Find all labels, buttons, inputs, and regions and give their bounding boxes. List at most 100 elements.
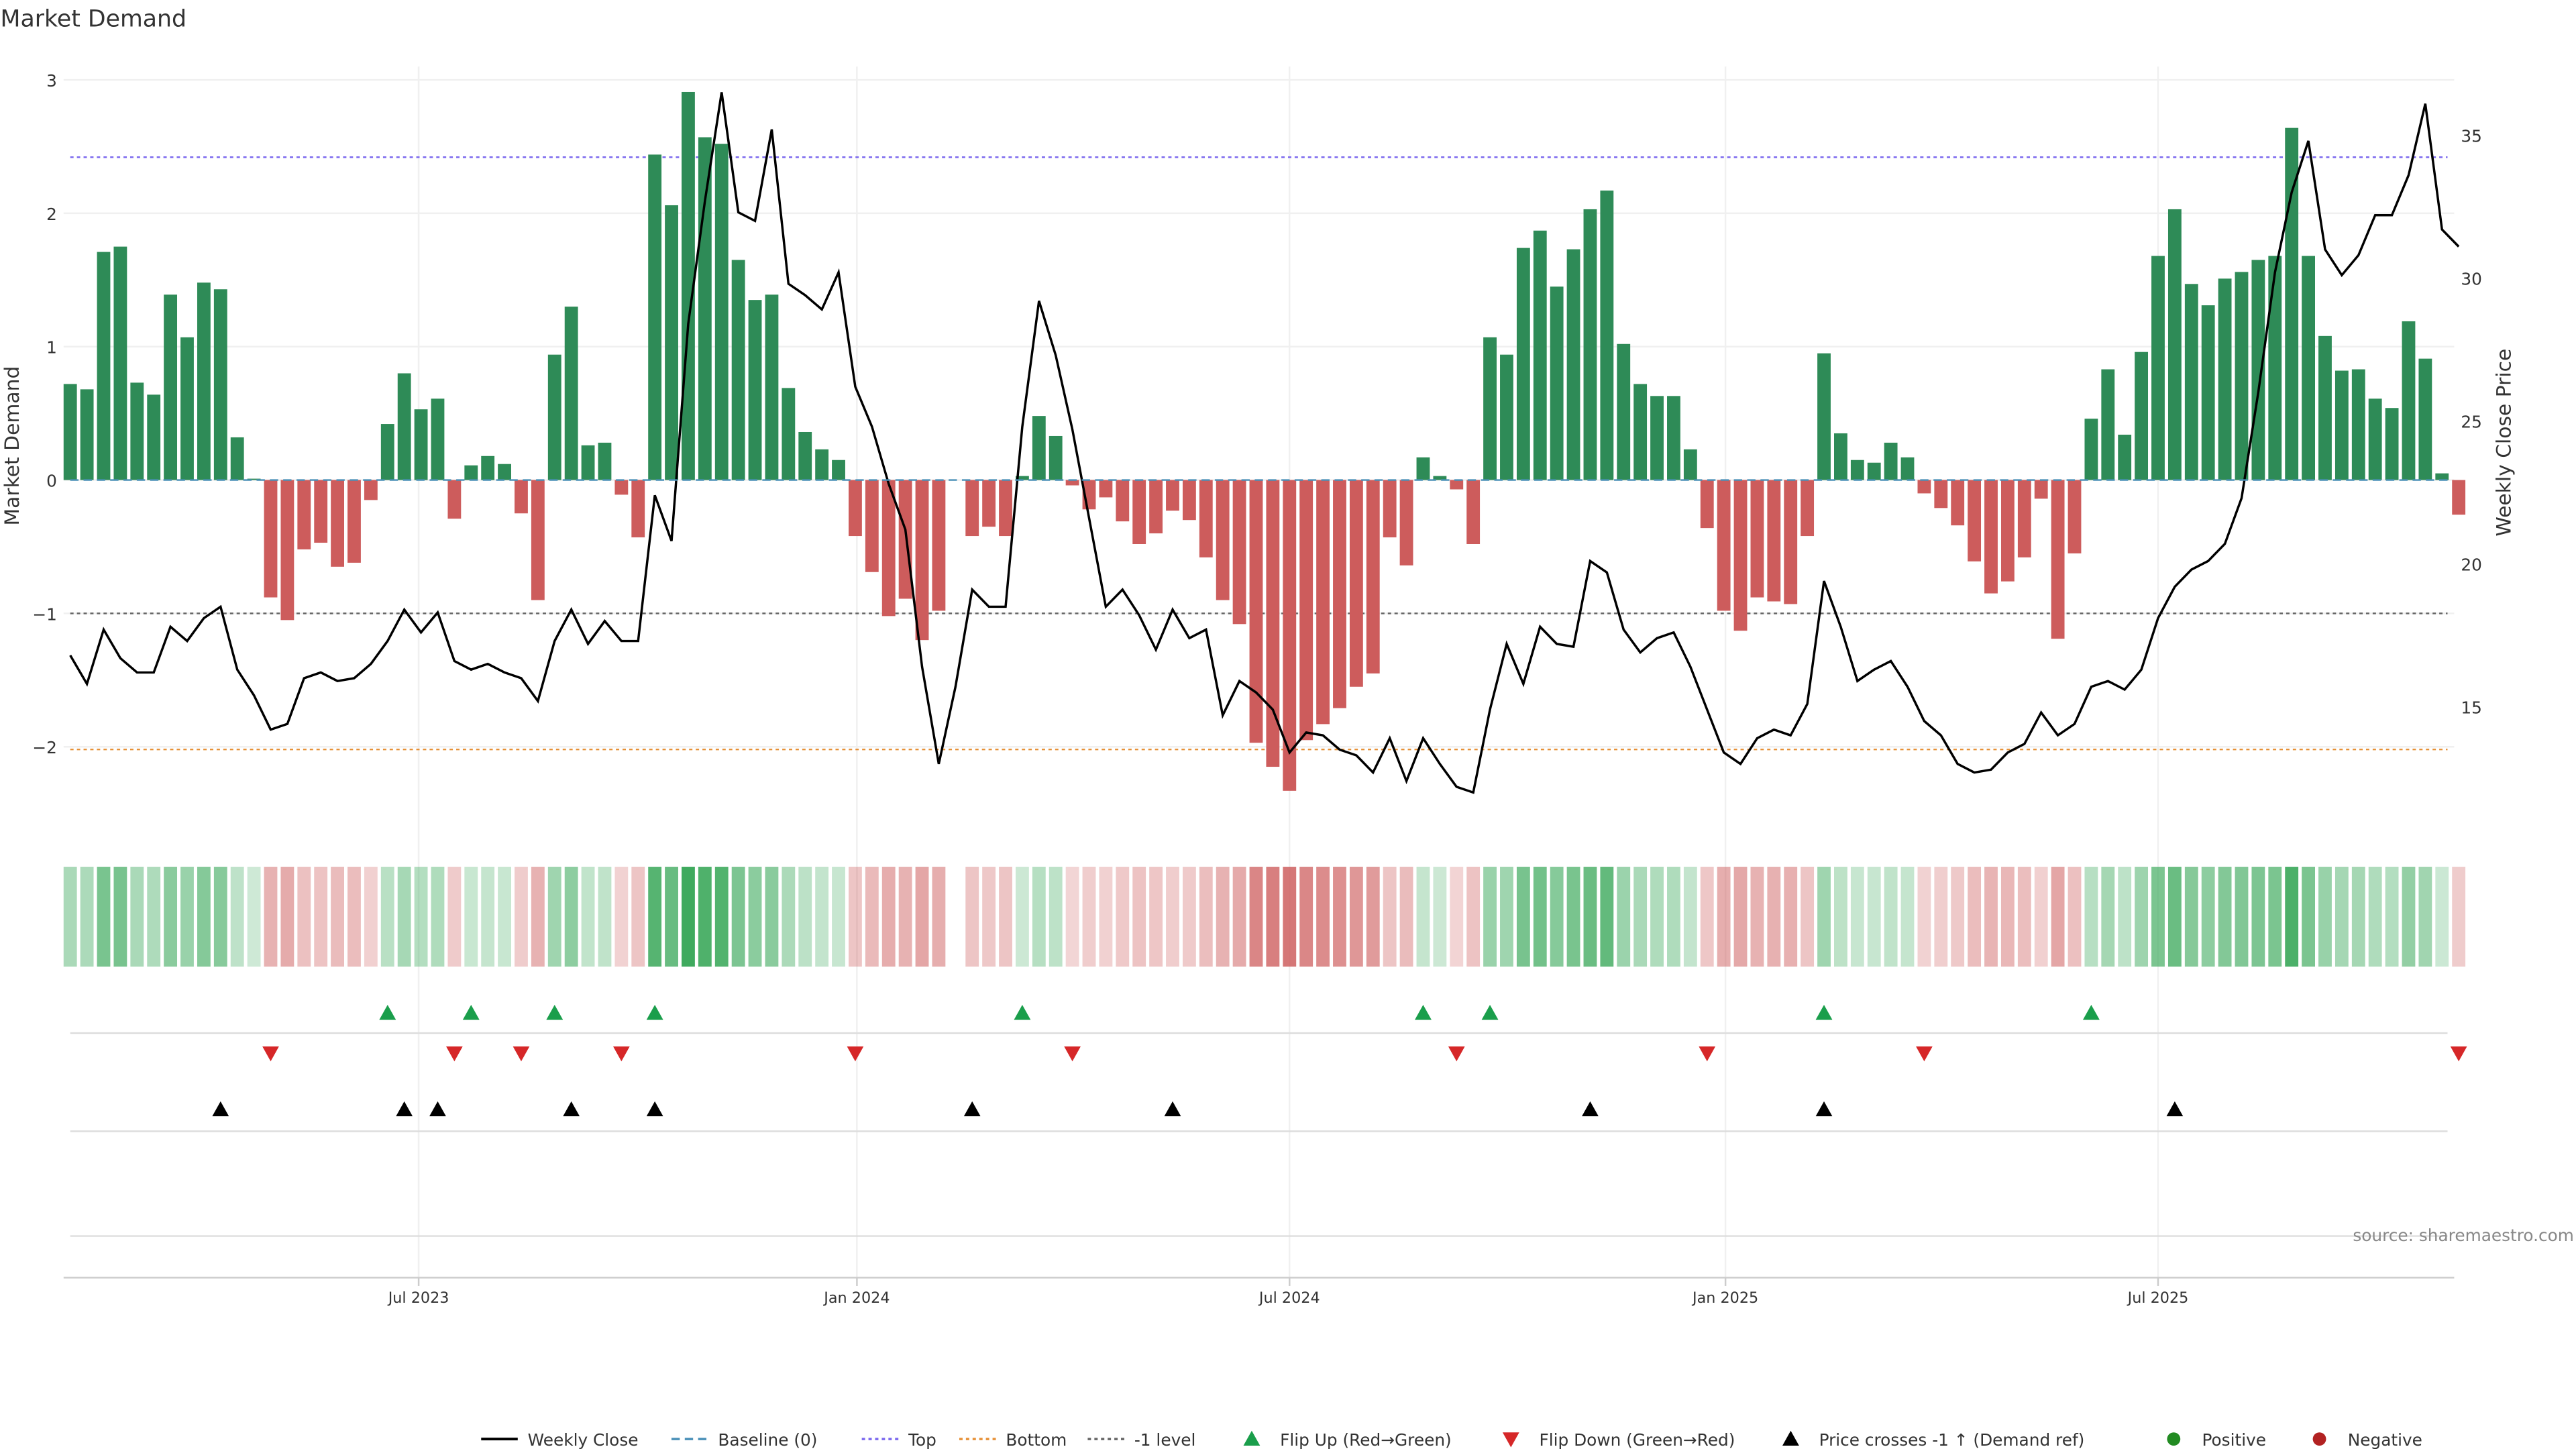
heat-cell <box>547 867 561 967</box>
heat-cell <box>1801 867 1815 967</box>
y2-tick-label: 15 <box>2461 698 2482 717</box>
demand-bar <box>1533 230 1547 480</box>
heat-cell <box>815 867 829 967</box>
demand-bar <box>331 480 344 567</box>
demand-bar <box>1399 480 1413 566</box>
demand-bar <box>1333 480 1346 708</box>
heat-cell <box>1733 867 1748 967</box>
demand-bar <box>130 382 144 480</box>
heat-cell <box>2334 867 2349 967</box>
demand-bar <box>815 449 829 480</box>
heat-cell <box>431 867 445 967</box>
demand-bar <box>1483 337 1497 480</box>
heat-cell <box>1900 867 1915 967</box>
heat-cell <box>631 867 645 967</box>
heat-cell <box>898 867 912 967</box>
demand-bar <box>2201 305 2215 480</box>
legend-item: Flip Down (Green→Red) <box>1502 1430 1735 1449</box>
flip-up-marker <box>1815 1004 1833 1020</box>
heat-cell <box>1232 867 1246 967</box>
heat-cell <box>1884 867 1898 967</box>
demand-bar <box>414 409 428 480</box>
heat-cell <box>481 867 495 967</box>
heat-cell <box>2000 867 2015 967</box>
heat-cell <box>2184 867 2198 967</box>
heat-cell <box>2135 867 2149 967</box>
heat-cell <box>2402 867 2416 967</box>
demand-bar <box>1951 480 1965 526</box>
heat-cell <box>447 867 462 967</box>
heat-cell <box>515 867 528 967</box>
demand-bar <box>280 480 294 621</box>
demand-bar <box>999 480 1012 537</box>
y-axis-left: −2 −1 0 1 2 3 <box>32 71 57 757</box>
demand-bar <box>1166 480 1179 511</box>
demand-bar <box>1968 480 1982 561</box>
demand-bar <box>213 289 227 480</box>
demand-bar <box>1450 480 1464 490</box>
heat-cell <box>1466 867 1481 967</box>
flip-down-marker <box>513 1046 530 1062</box>
legend-item: -1 level <box>1087 1430 1195 1449</box>
heat-cell <box>1366 867 1380 967</box>
heat-cell <box>915 867 929 967</box>
demand-bar <box>2351 369 2365 480</box>
heat-cell <box>1450 867 1464 967</box>
heat-cell <box>213 867 227 967</box>
heat-cell <box>698 867 712 967</box>
demand-bar <box>464 465 478 480</box>
flip-up-marker <box>546 1004 564 1020</box>
heat-cell <box>97 867 111 967</box>
source-note: source: sharemaestro.com <box>2353 1226 2574 1245</box>
demand-bar <box>1366 480 1380 674</box>
heat-cell <box>2268 867 2282 967</box>
demand-bar <box>1099 480 1113 498</box>
flip-up-marker <box>1415 1004 1432 1020</box>
demand-bar <box>598 442 612 480</box>
heat-cell <box>682 867 695 967</box>
demand-bar <box>264 480 278 598</box>
heat-cell <box>1683 867 1697 967</box>
legend-label: Weekly Close <box>528 1430 639 1449</box>
heat-cell <box>1266 867 1280 967</box>
heat-cell <box>397 867 411 967</box>
demand-bar <box>631 480 645 538</box>
price-cross-marker <box>1164 1101 1181 1117</box>
demand-bar <box>1667 396 1680 480</box>
heat-cell <box>1566 867 1580 967</box>
heat-cell <box>2218 867 2232 967</box>
y2-axis-label: Weekly Close Price <box>2493 349 2516 537</box>
heat-cell <box>1349 867 1363 967</box>
triangle-up-icon <box>1243 1430 1260 1446</box>
demand-bar <box>1884 442 1898 480</box>
heat-cell <box>2151 867 2165 967</box>
heat-cell <box>1850 867 1864 967</box>
heat-cell <box>247 867 261 967</box>
heat-cell <box>1116 867 1130 967</box>
legend-item: Baseline (0) <box>671 1430 817 1449</box>
heat-cell <box>1383 867 1397 967</box>
demand-bar <box>915 480 929 641</box>
heat-cell <box>581 867 595 967</box>
price-cross-marker <box>1582 1101 1599 1117</box>
heat-cell <box>2118 867 2132 967</box>
y-tick-label: 3 <box>46 71 57 91</box>
heat-cell <box>1166 867 1179 967</box>
y-tick-label: 1 <box>46 338 57 358</box>
heat-cell <box>1583 867 1597 967</box>
demand-bar <box>2251 260 2265 480</box>
demand-bar <box>297 480 311 549</box>
demand-bar <box>147 394 161 480</box>
demand-bar <box>164 294 178 480</box>
x-tick-label: Jul 2025 <box>2127 1289 2189 1307</box>
demand-bar <box>932 480 946 611</box>
demand-bar <box>1299 480 1313 741</box>
legend-label: Positive <box>2202 1430 2266 1449</box>
flip-up-marker <box>1481 1004 1499 1020</box>
legend-item: Positive <box>2167 1430 2266 1449</box>
demand-bar <box>380 424 394 480</box>
heat-cell <box>2201 867 2215 967</box>
heat-cell <box>765 867 779 967</box>
demand-bar <box>314 480 328 543</box>
heat-cell <box>965 867 979 967</box>
